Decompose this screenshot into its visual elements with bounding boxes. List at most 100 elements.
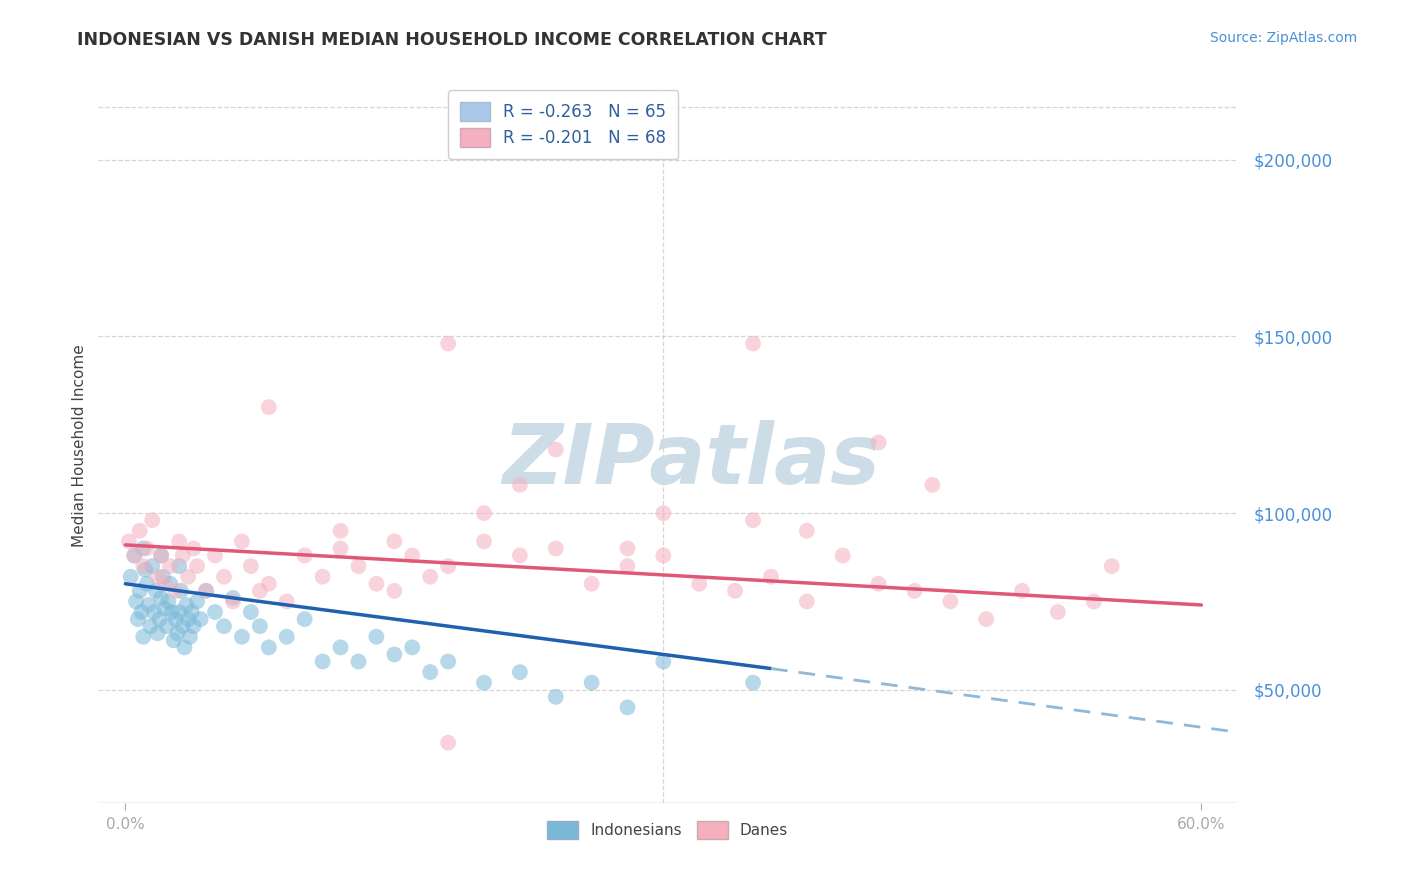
Point [153,576,176,591]
Point [165,583,187,598]
Point [616,559,638,574]
Point [146,626,169,640]
Point [742,675,765,690]
Point [742,513,765,527]
Point [509,549,531,563]
Point [329,541,352,556]
Point [143,605,166,619]
Point [544,690,567,704]
Point [163,633,186,648]
Point [127,612,149,626]
Point [249,583,271,598]
Point [190,612,212,626]
Point [347,655,370,669]
Point [311,570,333,584]
Point [118,534,141,549]
Point [939,594,962,608]
Point [868,576,890,591]
Point [145,583,167,598]
Point [239,605,262,619]
Point [212,619,235,633]
Point [173,640,195,655]
Point [347,559,370,574]
Point [231,534,253,549]
Text: ZIPatlas: ZIPatlas [502,420,880,500]
Point [167,605,190,619]
Point [257,400,280,414]
Point [148,612,170,626]
Point [437,559,460,574]
Point [329,640,352,655]
Point [172,549,194,563]
Point [134,563,156,577]
Legend: Indonesians, Danes: Indonesians, Danes [541,815,794,845]
Point [311,655,333,669]
Point [155,619,177,633]
Point [903,583,925,598]
Point [868,435,890,450]
Point [152,570,174,584]
Point [124,549,146,563]
Point [132,559,155,574]
Point [120,570,142,584]
Point [239,559,262,574]
Point [183,619,205,633]
Point [141,559,163,574]
Point [177,570,200,584]
Point [616,700,638,714]
Point [974,612,997,626]
Point [382,583,405,598]
Point [509,665,531,679]
Point [222,594,245,608]
Point [124,549,146,563]
Point [179,630,201,644]
Point [132,541,155,556]
Point [150,591,173,605]
Point [135,541,157,556]
Point [831,549,853,563]
Point [159,576,181,591]
Point [139,619,162,633]
Point [257,576,280,591]
Point [183,541,205,556]
Point [652,506,675,520]
Point [742,336,765,351]
Point [581,675,603,690]
Point [125,594,148,608]
Point [437,336,460,351]
Point [180,605,202,619]
Point [1083,594,1105,608]
Point [921,478,943,492]
Point [472,506,495,520]
Point [1011,583,1033,598]
Point [276,594,298,608]
Point [472,675,495,690]
Point [366,576,388,591]
Point [195,583,218,598]
Point [509,478,531,492]
Point [419,570,441,584]
Point [132,630,155,644]
Point [159,559,181,574]
Point [294,612,316,626]
Point [177,612,200,626]
Point [382,648,405,662]
Point [128,524,150,538]
Point [138,598,160,612]
Point [212,570,235,584]
Point [170,583,193,598]
Point [401,549,423,563]
Point [544,442,567,457]
Point [204,605,226,619]
Point [128,583,150,598]
Point [759,570,782,584]
Point [652,549,675,563]
Point [652,655,675,669]
Point [160,605,183,619]
Point [146,570,169,584]
Point [186,594,208,608]
Point [1046,605,1069,619]
Point [688,576,710,591]
Point [166,626,188,640]
Point [544,541,567,556]
